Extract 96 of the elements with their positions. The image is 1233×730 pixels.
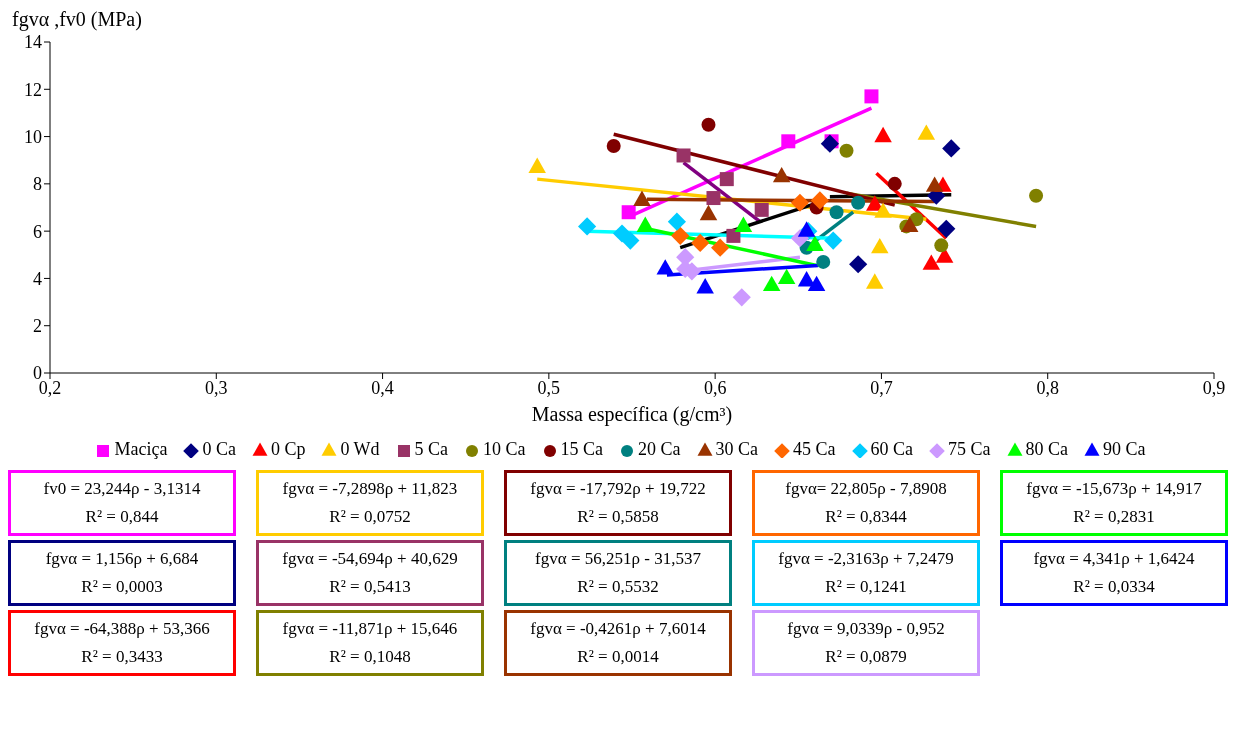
equation-box: fgvα = 9,0339ρ - 0,952 R² = 0,0879 (752, 610, 980, 676)
legend-label: 90 Ca (1103, 439, 1146, 460)
point (633, 190, 651, 207)
y-tick-label: 14 (24, 32, 42, 53)
point (691, 233, 710, 253)
y-axis-title: fgvα ,fv0 (MPa) (12, 8, 142, 31)
point (810, 191, 829, 210)
y-tick-label: 2 (33, 316, 42, 337)
equation-box: fgvα = -64,388ρ + 53,366 R² = 0,3433 (8, 610, 236, 676)
point (790, 193, 810, 212)
y-tick-label: 4 (33, 268, 42, 289)
point (934, 238, 949, 253)
point (839, 143, 854, 158)
point (636, 216, 655, 233)
point (676, 148, 691, 163)
legend-label: 10 Ca (483, 439, 526, 460)
point (578, 217, 597, 236)
x-tick-label: 0,9 (1202, 377, 1226, 398)
point (732, 288, 751, 307)
point (656, 259, 675, 275)
legend-label: 0 Wd (340, 439, 380, 460)
point (937, 219, 956, 238)
point (699, 204, 718, 221)
equation-box: fgvα = -2,3163ρ + 7,2479 R² = 0,1241 (752, 540, 980, 606)
point (824, 231, 843, 250)
x-tick-label: 0,7 (870, 377, 893, 398)
point (781, 134, 796, 149)
legend-label: 15 Ca (560, 439, 604, 460)
equation-box: fgvα = 56,251ρ - 31,537 R² = 0,5532 (504, 540, 732, 606)
point (887, 176, 902, 191)
point (701, 117, 716, 132)
point (806, 235, 824, 251)
point (696, 278, 714, 294)
point (621, 231, 640, 250)
point (726, 228, 741, 243)
x-tick-label: 0,5 (537, 377, 561, 398)
y-tick-label: 8 (33, 174, 42, 195)
legend-label: 60 Ca (870, 439, 914, 460)
point (777, 268, 796, 285)
point (734, 216, 753, 233)
point (807, 275, 826, 292)
point (671, 226, 690, 245)
x-tick-label: 0,8 (1036, 377, 1059, 398)
equation-box: fgvα = -15,673ρ + 14,917 R² = 0,2831 (1000, 470, 1228, 536)
point (917, 124, 936, 140)
point (829, 205, 844, 220)
point (621, 205, 636, 220)
point (606, 139, 621, 154)
y-tick-label: 12 (24, 79, 42, 100)
legend-label: 5 Ca (414, 439, 449, 460)
point (874, 126, 892, 143)
x-tick-label: 0,4 (371, 377, 394, 398)
point (866, 273, 884, 289)
legend-label: Maciça (114, 439, 168, 460)
point (1029, 188, 1044, 203)
point (762, 275, 781, 292)
point (874, 202, 892, 218)
point (925, 176, 944, 192)
point (772, 166, 791, 183)
equation-box: fgvα = -17,792ρ + 19,722 R² = 0,5858 (504, 470, 732, 536)
equation-box: fgvα = -54,694ρ + 40,629 R² = 0,5413 (256, 540, 484, 606)
point (706, 191, 721, 206)
point (816, 254, 831, 269)
x-axis-title: Massa específica (g/cm³) (531, 403, 733, 426)
x-tick-label: 0,6 (703, 377, 727, 398)
point (754, 202, 769, 217)
equation-box: fgvα = 1,156ρ + 6,684 R² = 0,0003 (8, 540, 236, 606)
legend-label: 20 Ca (638, 439, 681, 460)
equation-box: fgvα= 22,805ρ - 7,8908 R² = 0,8344 (752, 470, 980, 536)
legend-label: 0 Ca (202, 439, 236, 460)
point (797, 221, 816, 237)
equation-box: fgvα = -7,2898ρ + 11,823 R² = 0,0752 (256, 470, 484, 536)
point (942, 139, 961, 158)
point (864, 89, 879, 104)
equation-box: fgvα = -11,871ρ + 15,646 R² = 0,1048 (256, 610, 484, 676)
legend-label: 30 Ca (715, 439, 759, 460)
point (851, 195, 866, 210)
y-tick-label: 10 (24, 126, 42, 147)
point (528, 157, 546, 173)
legend-label: 80 Ca (1025, 439, 1069, 460)
point (849, 255, 868, 274)
legend-label: 45 Ca (793, 439, 836, 460)
equation-box: fv0 = 23,244ρ - 3,1314 R² = 0,844 (8, 470, 236, 536)
y-tick-label: 6 (33, 221, 42, 242)
point (820, 134, 839, 153)
point (922, 254, 941, 270)
point (900, 216, 919, 233)
point (719, 172, 734, 187)
legend-label: 75 Ca (948, 439, 991, 460)
equation-box: fgvα = -0,4261ρ + 7,6014 R² = 0,0014 (504, 610, 732, 676)
legend-label: 0 Cp (270, 439, 306, 460)
equation-box: fgvα = 4,341ρ + 1,6424 R² = 0,0334 (1000, 540, 1228, 606)
point (871, 237, 889, 254)
point (667, 212, 686, 231)
point (711, 238, 730, 257)
x-tick-label: 0,3 (205, 377, 228, 398)
